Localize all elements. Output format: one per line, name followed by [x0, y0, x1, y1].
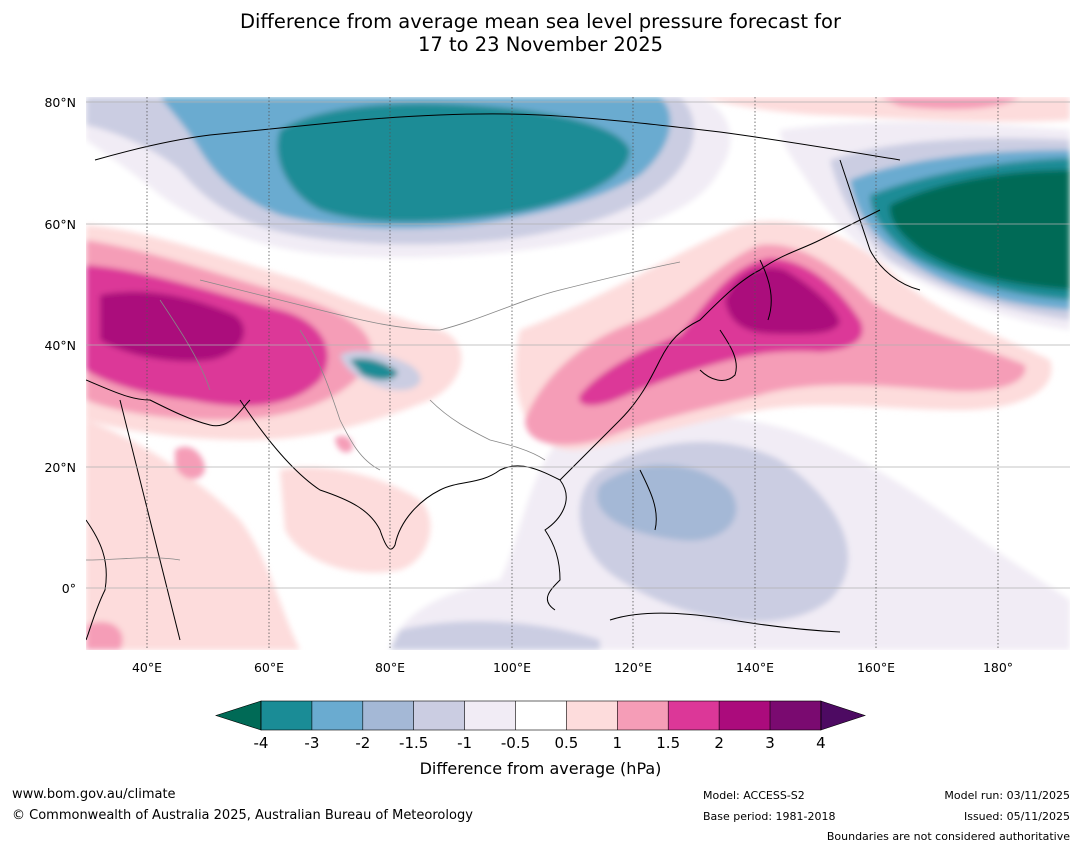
coastlines — [86, 113, 921, 641]
latitude-labels: 80°N 60°N 40°N 20°N 0° — [44, 95, 76, 596]
colorbar-frame — [260, 700, 822, 731]
longitude-gridlines — [146, 97, 999, 650]
colorbar-tick-label: -3 — [304, 734, 320, 752]
colorbar-tick-label: 2 — [714, 734, 724, 752]
model-name: Model: ACCESS-S2 — [703, 789, 805, 802]
lon-tick: 160°E — [857, 660, 895, 675]
website-link[interactable]: www.bom.gov.au/climate — [12, 787, 176, 802]
lon-tick: 120°E — [614, 660, 652, 675]
anomaly-region-high-core-west-asia — [100, 291, 245, 362]
anomaly-region-low-core-siberia — [277, 103, 630, 222]
colorbar — [215, 700, 866, 731]
model-run-date: Model run: 03/11/2025 — [944, 789, 1070, 802]
colorbar-tick-label: 4 — [816, 734, 826, 752]
colorbar-tick-label: -1 — [457, 734, 473, 752]
lon-tick: 80°E — [375, 660, 405, 675]
colorbar-title: Difference from average (hPa) — [419, 759, 662, 778]
lon-tick: 100°E — [493, 660, 531, 675]
colorbar-tick-label: 0.5 — [554, 734, 579, 752]
longitude-labels: 40°E 60°E 80°E 100°E 120°E 140°E 160°E 1… — [132, 660, 1013, 675]
anomaly-region-low-core-philippine-sea — [597, 464, 737, 541]
title-line-2: 17 to 23 November 2025 — [417, 33, 664, 56]
lon-tick: 40°E — [132, 660, 162, 675]
colorbar-segment — [617, 701, 669, 730]
lat-tick: 40°N — [44, 338, 76, 353]
chart-title: Difference from average mean sea level p… — [0, 10, 1081, 56]
lon-tick: 180° — [983, 660, 1013, 675]
colorbar-segment — [719, 701, 771, 730]
issued-date: Issued: 05/11/2025 — [963, 810, 1070, 823]
boundary-disclaimer: Boundaries are not considered authoritat… — [826, 830, 1070, 843]
lat-tick: 80°N — [44, 95, 76, 110]
colorbar-segment — [311, 701, 364, 730]
anomaly-region-high-core-japan — [725, 267, 840, 335]
anomaly-region-low-core-bering — [889, 170, 1070, 290]
lat-tick: 20°N — [44, 460, 76, 475]
colorbar-segment — [261, 701, 313, 730]
colorbar-segment — [668, 701, 720, 730]
base-period: Base period: 1981-2018 — [703, 810, 836, 823]
colorbar-segment — [464, 701, 516, 730]
colorbar-tick-label: 3 — [765, 734, 775, 752]
colorbar-segment — [515, 701, 567, 730]
lat-tick: 60°N — [44, 217, 76, 232]
title-line-1: Difference from average mean sea level p… — [240, 10, 841, 33]
colorbar-tick-label: -2 — [355, 734, 371, 752]
country-borders — [86, 261, 681, 561]
anomaly-region-low-tibet — [350, 358, 398, 380]
colorbar-segment — [362, 701, 414, 730]
latitude-gridlines — [86, 101, 1070, 589]
colorbar-segment — [566, 701, 618, 730]
colorbar-segment — [770, 701, 822, 730]
colorbar-under-arrow — [215, 700, 262, 731]
colorbar-tick-label: -1.5 — [399, 734, 429, 752]
lat-tick: 0° — [62, 581, 76, 596]
colorbar-over-arrow — [820, 700, 866, 731]
lon-tick: 140°E — [736, 660, 774, 675]
colorbar-tick-label: -4 — [253, 734, 269, 752]
lon-tick: 60°E — [254, 660, 284, 675]
pressure-anomaly-field — [86, 97, 1070, 650]
colorbar-segment — [413, 701, 465, 730]
copyright-notice: © Commonwealth of Australia 2025, Austra… — [12, 808, 473, 823]
colorbar-tick-label: 1 — [612, 734, 623, 752]
colorbar-tick-label: -0.5 — [500, 734, 531, 752]
colorbar-tick-label: 1.5 — [656, 734, 681, 752]
